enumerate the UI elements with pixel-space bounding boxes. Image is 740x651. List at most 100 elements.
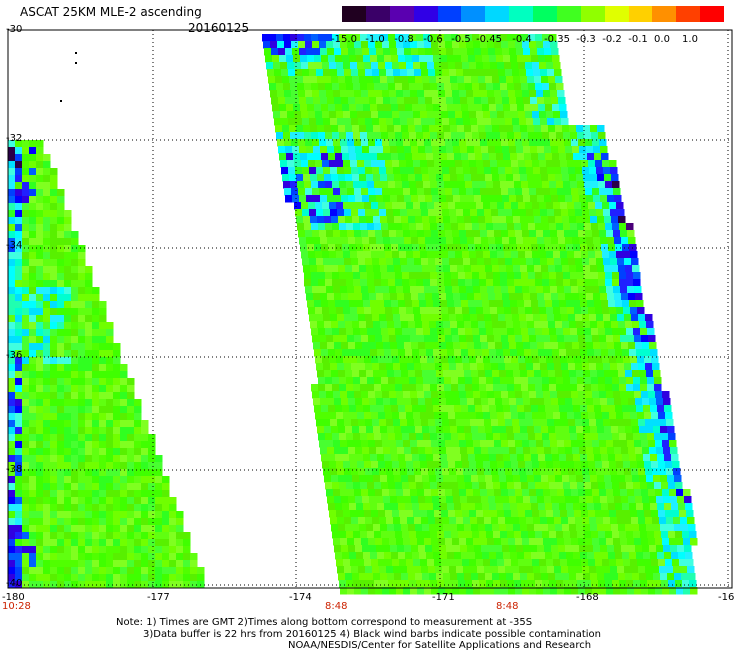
data-cell — [8, 322, 16, 330]
data-cell — [575, 258, 583, 266]
data-cell — [431, 41, 439, 49]
data-cell — [557, 230, 565, 238]
data-cell — [601, 153, 609, 161]
data-cell — [29, 399, 37, 407]
data-cell — [127, 392, 135, 400]
map-date: 20160125 — [188, 21, 250, 35]
data-cell — [358, 517, 366, 525]
data-cell — [602, 251, 610, 259]
data-cell — [595, 412, 603, 420]
data-cell — [567, 356, 575, 364]
data-cell — [372, 566, 380, 574]
data-cell — [400, 566, 408, 574]
data-cell — [367, 377, 375, 385]
data-cell — [637, 307, 645, 315]
data-cell — [531, 349, 539, 357]
data-cell — [15, 343, 23, 351]
data-cell — [452, 489, 460, 497]
data-cell — [469, 356, 477, 364]
data-cell — [22, 217, 30, 225]
data-cell — [339, 482, 347, 490]
data-cell — [495, 97, 503, 105]
data-cell — [338, 76, 346, 84]
data-cell — [321, 349, 329, 357]
data-cell — [515, 489, 523, 497]
data-cell — [485, 174, 493, 182]
data-cell — [325, 279, 333, 287]
data-cell — [368, 489, 376, 497]
data-cell — [29, 434, 37, 442]
data-cell — [685, 552, 693, 560]
data-cell — [342, 153, 350, 161]
data-cell — [632, 426, 640, 434]
data-cell — [534, 76, 542, 84]
data-cell — [499, 426, 507, 434]
data-cell — [36, 490, 44, 498]
data-cell — [555, 321, 563, 329]
data-cell — [473, 188, 481, 196]
data-cell — [437, 34, 445, 42]
data-cell — [429, 524, 437, 532]
data-cell — [391, 104, 399, 112]
data-cell — [679, 510, 687, 518]
data-cell — [490, 559, 498, 567]
data-cell — [557, 587, 565, 595]
data-cell — [340, 139, 348, 147]
data-cell — [92, 455, 100, 463]
data-cell — [36, 539, 44, 547]
data-cell — [428, 566, 436, 574]
data-cell — [455, 160, 463, 168]
data-cell — [412, 153, 420, 161]
data-cell — [501, 587, 509, 595]
data-cell — [390, 342, 398, 350]
data-cell — [398, 454, 406, 462]
data-cell — [57, 560, 65, 568]
data-cell — [536, 391, 544, 399]
data-cell — [106, 483, 114, 491]
data-cell — [390, 447, 398, 455]
data-cell — [302, 209, 310, 217]
data-cell — [64, 371, 72, 379]
data-cell — [547, 118, 555, 126]
data-cell — [553, 461, 561, 469]
data-cell — [548, 216, 556, 224]
data-cell — [451, 580, 459, 588]
data-cell — [566, 349, 574, 357]
data-cell — [690, 587, 698, 595]
data-cell — [366, 370, 374, 378]
data-cell — [533, 419, 541, 427]
data-cell — [92, 441, 100, 449]
data-cell — [8, 532, 16, 540]
data-cell — [371, 356, 379, 364]
data-cell — [85, 287, 93, 295]
data-cell — [621, 342, 629, 350]
data-cell — [513, 125, 521, 133]
data-cell — [342, 552, 350, 560]
data-cell — [473, 587, 481, 595]
data-cell — [541, 174, 549, 182]
data-cell — [516, 342, 524, 350]
data-cell — [602, 412, 610, 420]
data-cell — [597, 573, 605, 581]
colorbar-strip — [342, 6, 724, 22]
data-cell — [659, 566, 667, 574]
data-cell — [555, 426, 563, 434]
data-cell — [589, 363, 597, 371]
data-cell — [441, 356, 449, 364]
data-cell — [15, 266, 23, 274]
data-cell — [616, 251, 624, 259]
data-cell — [654, 377, 662, 385]
data-cell — [455, 412, 463, 420]
data-cell — [401, 125, 409, 133]
data-cell — [562, 370, 570, 378]
data-cell — [71, 504, 79, 512]
data-cell — [8, 196, 16, 204]
data-cell — [336, 307, 344, 315]
data-cell — [501, 440, 509, 448]
data-cell — [470, 468, 478, 476]
data-cell — [459, 230, 467, 238]
data-cell — [425, 48, 433, 56]
data-cell — [521, 531, 529, 539]
data-cell — [36, 343, 44, 351]
data-cell — [592, 489, 600, 497]
